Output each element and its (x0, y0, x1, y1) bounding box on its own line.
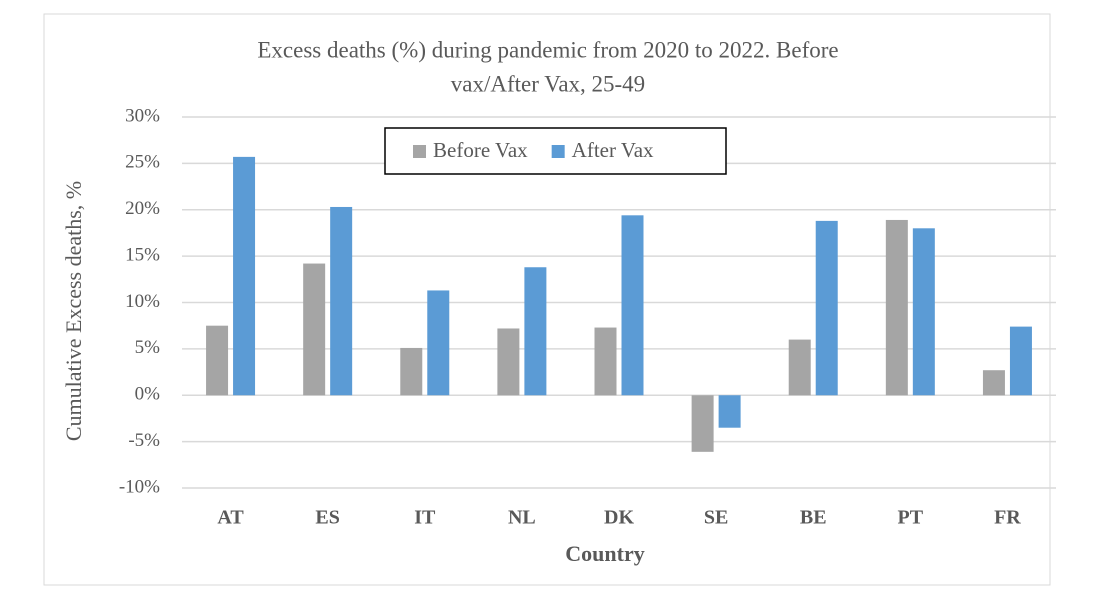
bar (691, 395, 714, 452)
chart-title: vax/After Vax, 25-49 (451, 71, 645, 96)
bar (524, 267, 547, 396)
y-axis-title: Cumulative Excess deaths, % (61, 181, 86, 441)
bar (303, 263, 326, 396)
x-tick-label: FR (994, 507, 1021, 529)
bar (815, 220, 838, 396)
y-tick-label: 0% (135, 384, 161, 405)
y-tick-label: -5% (128, 430, 160, 451)
legend-swatch (413, 145, 426, 158)
y-tick-label: 20% (125, 198, 160, 219)
bar (233, 156, 256, 396)
bar (497, 328, 520, 396)
bar (718, 395, 741, 428)
bar (982, 370, 1005, 396)
legend-swatch (551, 145, 565, 158)
y-tick-label: 30% (125, 105, 160, 126)
y-tick-label: 15% (125, 244, 160, 265)
x-tick-label: ES (315, 507, 339, 529)
bar (330, 206, 353, 396)
y-tick-label: -10% (119, 476, 160, 497)
legend-label: After Vax (572, 138, 654, 162)
x-tick-label: IT (414, 507, 436, 529)
bar (594, 327, 617, 396)
bar (400, 347, 423, 396)
bar (788, 339, 811, 396)
x-tick-label: NL (508, 507, 536, 529)
chart-title: Excess deaths (%) during pandemic from 2… (257, 37, 838, 62)
y-tick-label: 25% (125, 152, 160, 173)
bar (1009, 326, 1032, 396)
x-tick-label: BE (800, 507, 827, 529)
bar (206, 325, 229, 396)
bar (427, 290, 450, 396)
bar (621, 215, 644, 396)
x-tick-label: AT (217, 507, 244, 529)
bar (912, 228, 935, 396)
x-tick-label: DK (604, 507, 634, 529)
legend-label: Before Vax (433, 138, 528, 162)
x-tick-label: SE (704, 507, 728, 529)
x-axis-title: Country (565, 541, 644, 566)
chart-border (43, 13, 1051, 586)
y-tick-label: 10% (125, 291, 160, 312)
x-tick-label: PT (898, 507, 924, 529)
bar (885, 219, 908, 396)
y-tick-label: 5% (135, 337, 161, 358)
